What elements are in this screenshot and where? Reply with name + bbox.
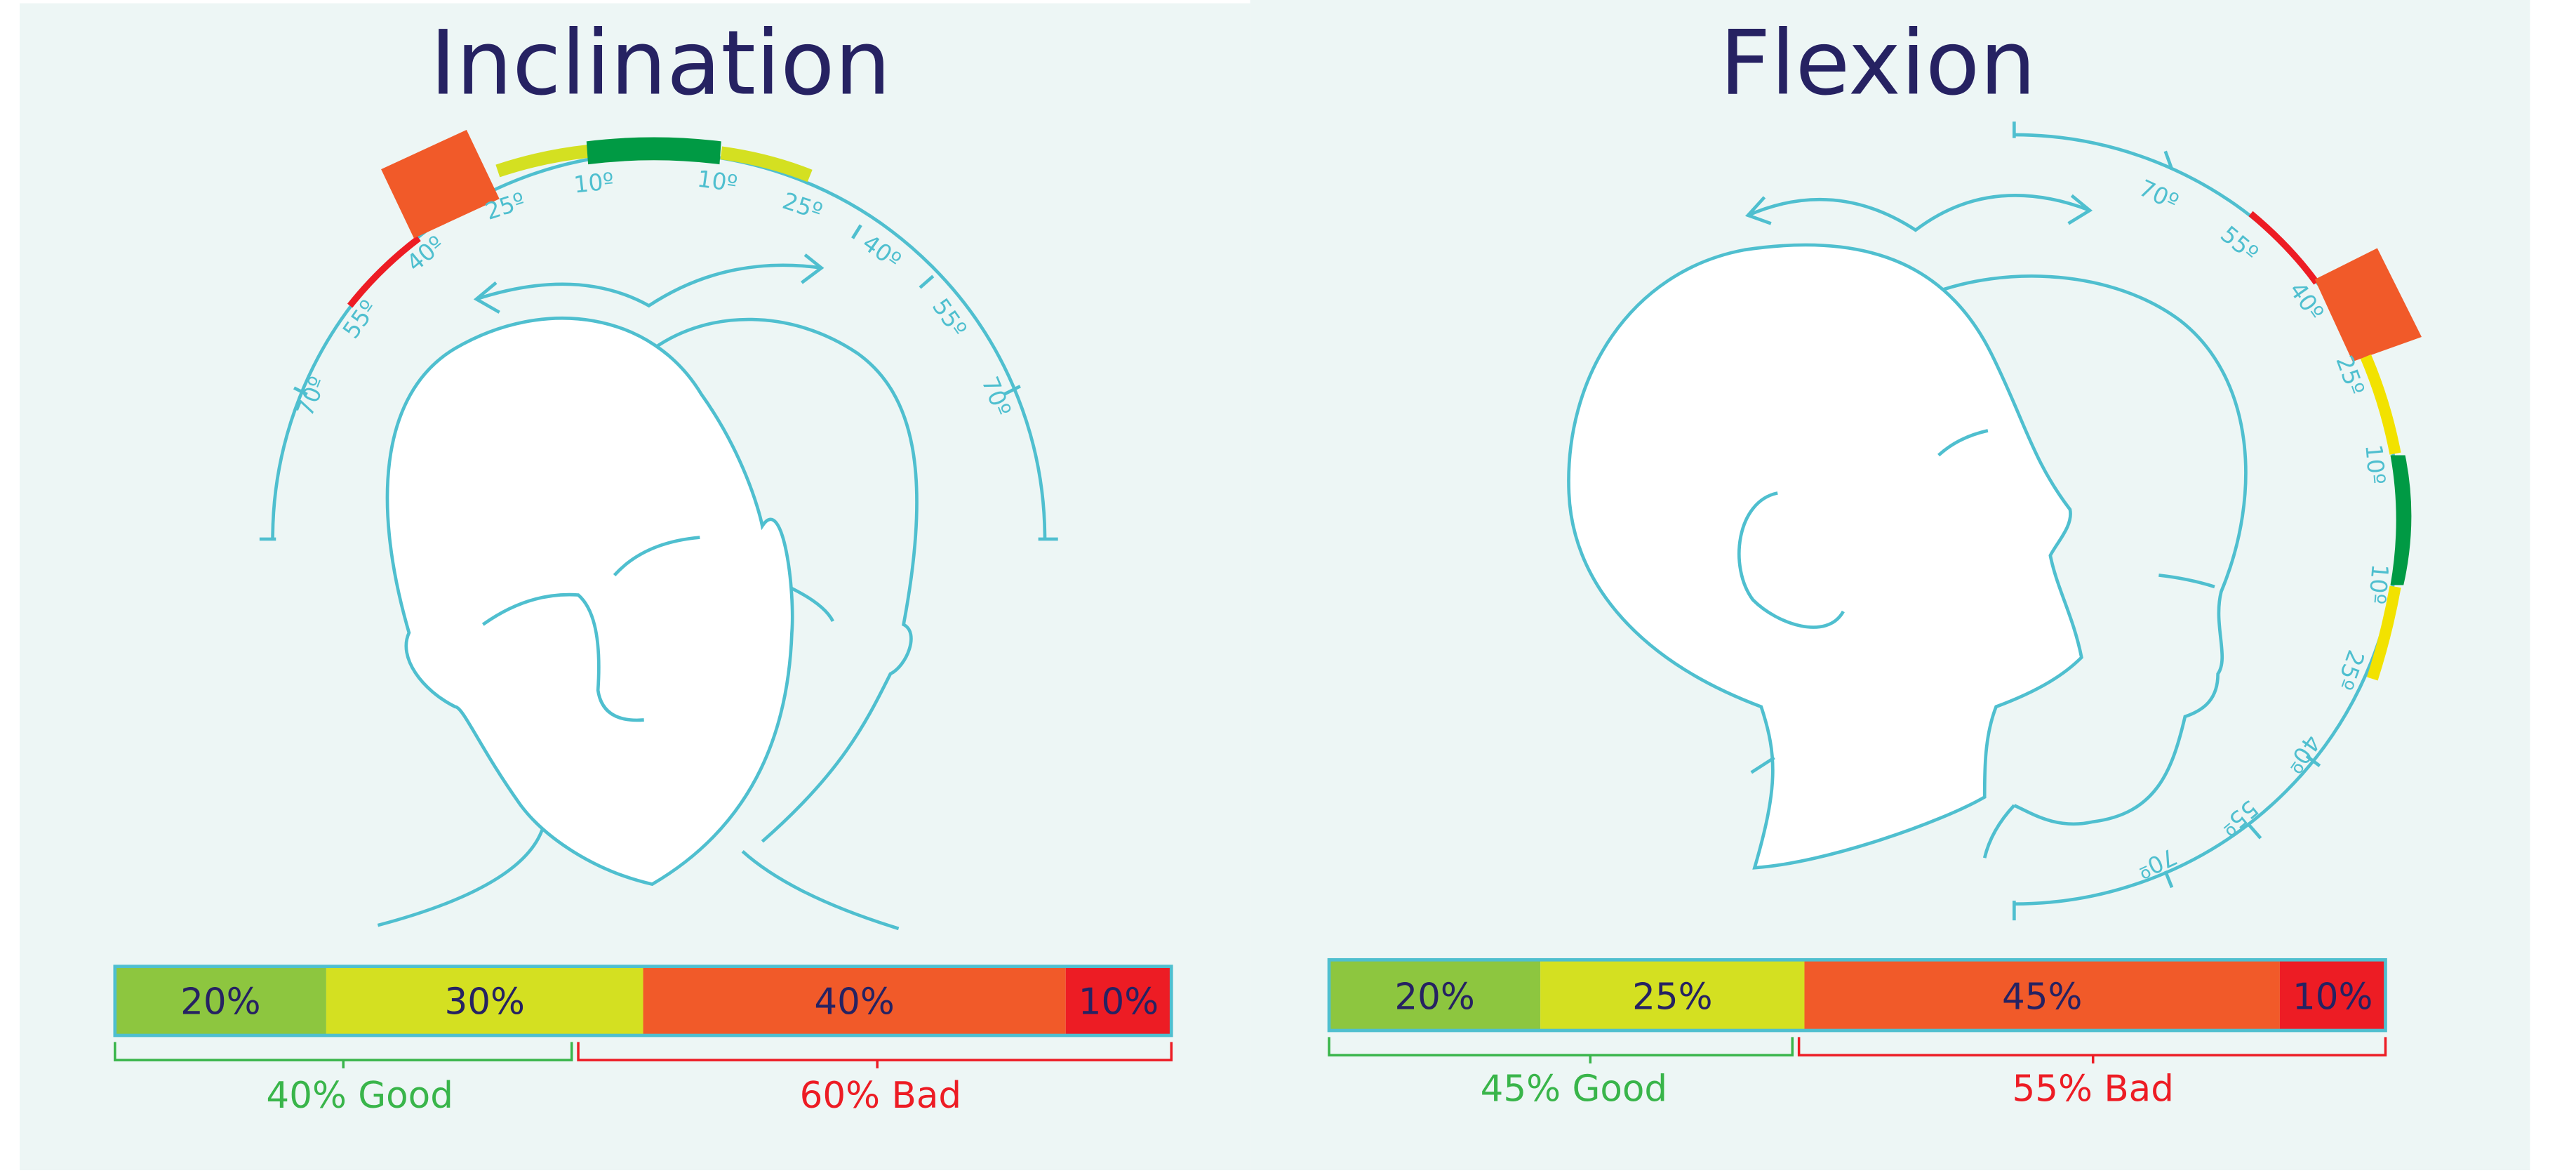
flexion-title: Flexion <box>1720 11 2036 114</box>
inclination-degree-labels: 10º 10º 25º 25º 40º 40º 55º 55º 70º 70º <box>292 166 1016 420</box>
inclination-zone-yellow-right <box>720 146 813 183</box>
flexion-panel: Flexion 70º 55º 40º 25º 10º 10º <box>1327 11 2422 1111</box>
inclination-tick <box>1003 385 1021 397</box>
bar-segment-poor <box>1804 960 2280 1030</box>
flexion-head <box>1567 243 2083 870</box>
inclination-good-bracket <box>114 1042 573 1068</box>
bar-segment-good <box>1329 960 1541 1030</box>
flexion-arrow-head-left <box>1744 196 1772 225</box>
flexion-bad-label: 55% Bad <box>2013 1068 2174 1111</box>
degree-label: 10º <box>2363 563 2394 605</box>
flexion-bar-border <box>1327 957 2387 1033</box>
flexion-zones <box>2248 211 2422 681</box>
inclination-zone-red <box>347 235 421 308</box>
inclination-zone-orange <box>381 129 500 239</box>
flexion-zone-yellow-top <box>2360 354 2401 455</box>
flexion-arrow-head-right <box>2067 194 2093 225</box>
degree-label: 10º <box>2360 444 2390 486</box>
degree-label: 10º <box>573 168 615 199</box>
inclination-arrow-head-right <box>801 253 825 284</box>
inclination-tick <box>293 386 308 397</box>
flexion-zone-yellow-bottom <box>2366 585 2401 681</box>
bar-segment-fair <box>326 966 643 1036</box>
bar-segment-label: 20% <box>180 981 260 1023</box>
ghost-brow-line <box>2158 574 2215 589</box>
flexion-ear <box>1737 491 1845 629</box>
flexion-head-outline <box>1567 243 2083 870</box>
flexion-bad-bracket <box>1797 1037 2387 1063</box>
flexion-zone-orange <box>2314 248 2422 362</box>
flexion-tick <box>2248 823 2262 840</box>
ghost-ear-line <box>791 587 835 623</box>
inclination-head-outline <box>385 316 794 887</box>
inclination-good-label: 40% Good <box>266 1075 453 1117</box>
bar-segment-label: 40% <box>814 981 894 1023</box>
bar-segment-label: 25% <box>1632 976 1712 1019</box>
inclination-bar: 20% 30% 40% 10% <box>113 965 1173 1038</box>
ghost-chin <box>1982 804 2016 859</box>
flexion-good-bracket <box>1328 1037 1794 1063</box>
inclination-eye-right <box>613 536 700 577</box>
flexion-zone-red <box>2248 211 2319 285</box>
inclination-neck <box>377 829 544 927</box>
flexion-zone-green <box>2390 455 2412 585</box>
bar-segment-label: 45% <box>2002 976 2082 1019</box>
bar-segment-label: 10% <box>2293 976 2373 1019</box>
ghost-neck <box>741 850 900 931</box>
ghost-head-outline <box>653 317 919 843</box>
inclination-title: Inclination <box>430 11 891 114</box>
bar-segment-bad <box>1065 966 1172 1036</box>
flexion-head-ghost <box>1925 274 2248 859</box>
flexion-bar: 20% 25% 45% 10% <box>1327 957 2387 1033</box>
inclination-tick <box>851 224 862 239</box>
bar-segment-good <box>114 966 326 1036</box>
inclination-tick <box>919 274 935 289</box>
bar-segment-bad <box>2279 960 2386 1030</box>
inclination-arrow-head-left <box>473 281 500 314</box>
flexion-tick <box>2305 755 2321 767</box>
flexion-good-label: 45% Good <box>1481 1068 1667 1111</box>
inclination-zones <box>347 129 813 308</box>
inclination-bad-bracket <box>577 1042 1173 1068</box>
flexion-neck-mark <box>1750 756 1775 774</box>
ghost-head-outline <box>1925 274 2248 826</box>
flexion-tick <box>2163 870 2174 889</box>
bar-segment-label: 30% <box>444 981 524 1023</box>
inclination-bar-border <box>113 965 1173 1038</box>
inclination-head-ghost <box>653 317 919 931</box>
inclination-head <box>377 316 794 927</box>
flexion-double-arrow <box>1744 194 2093 232</box>
inclination-zone-green <box>586 137 721 165</box>
inclination-double-arrow <box>473 253 825 314</box>
bar-segment-label: 20% <box>1394 976 1474 1019</box>
degree-label: 10º <box>695 166 739 198</box>
bar-segment-label: 10% <box>1079 981 1159 1023</box>
inclination-nose <box>481 592 644 722</box>
inclination-zone-yellow-left <box>495 145 589 178</box>
inclination-bad-label: 60% Bad <box>800 1075 961 1117</box>
flexion-arrow-curve <box>1747 194 2090 232</box>
bar-segment-fair <box>1540 960 1805 1030</box>
bar-segment-poor <box>643 966 1066 1036</box>
inclination-panel: Inclination 10º 10º 25º 25º 40º 40º <box>113 11 1173 1117</box>
inclination-arrow-curve <box>476 263 822 308</box>
flexion-eyebrow <box>1937 429 1989 457</box>
flexion-tick <box>2163 150 2174 170</box>
